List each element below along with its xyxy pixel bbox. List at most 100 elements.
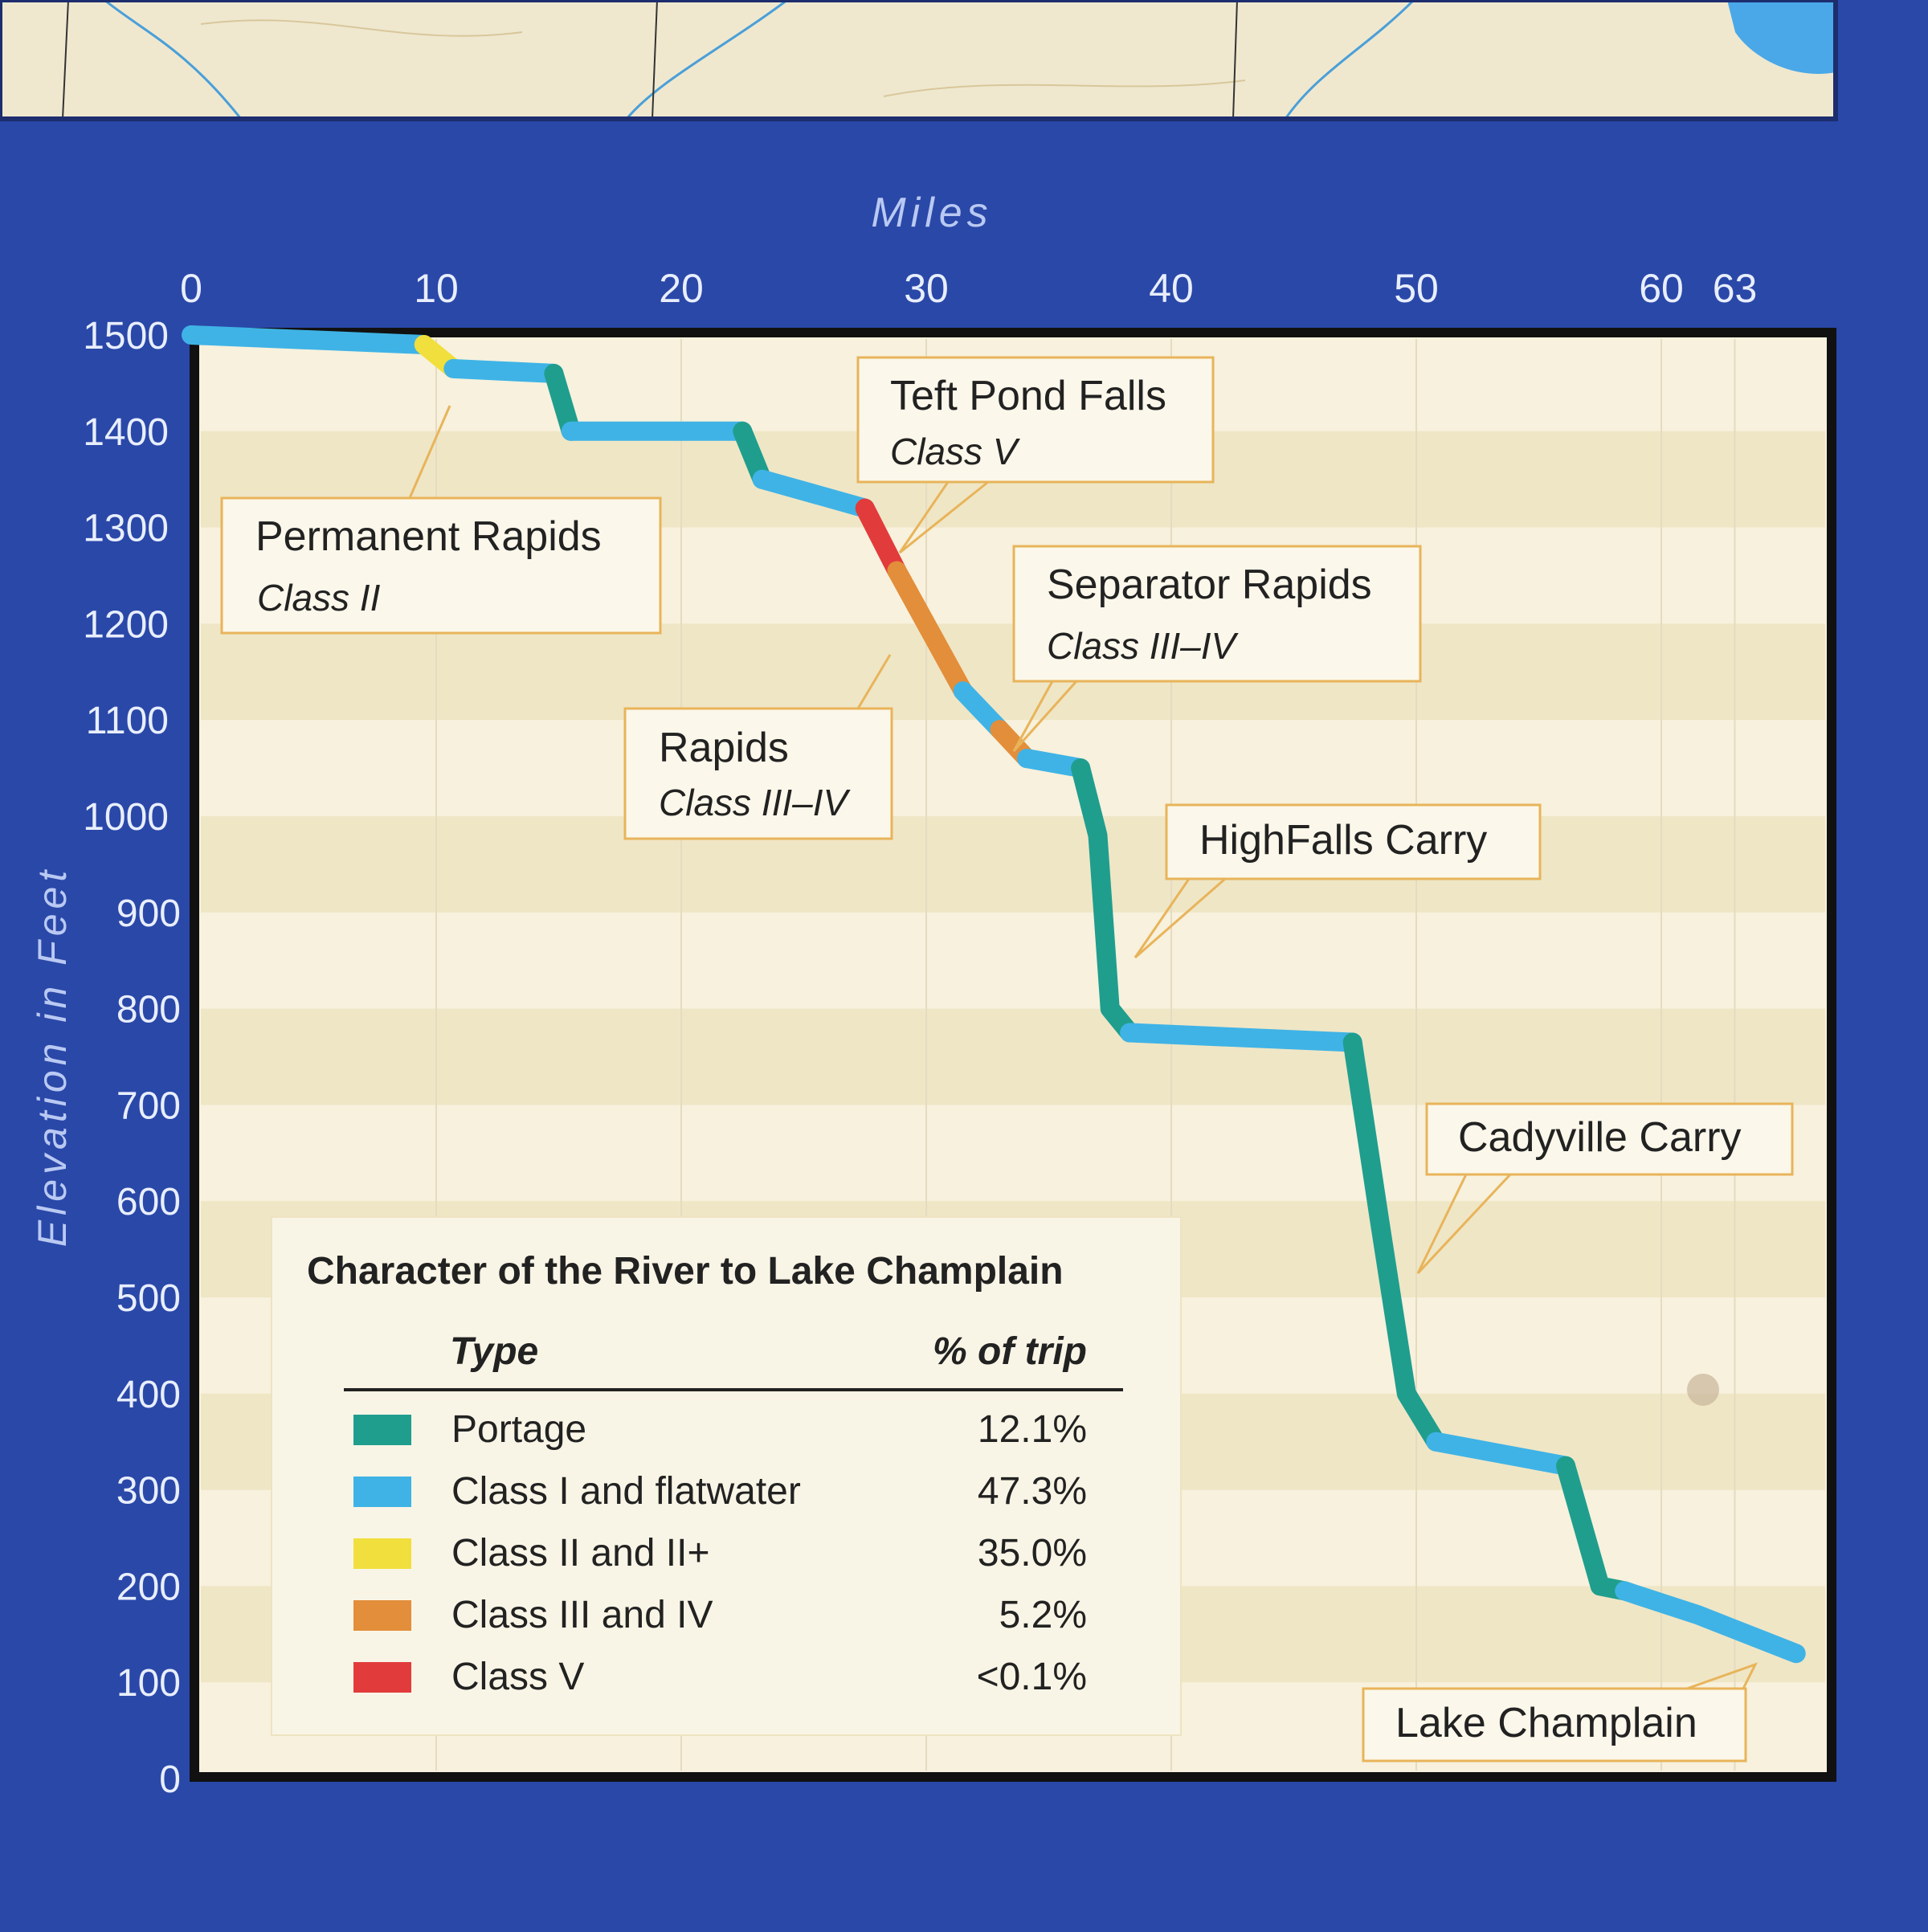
callout-permanent-rapids: Permanent Rapids Class II [220,405,662,635]
map-strip [0,0,1838,121]
y-tick-label: 500 [116,1277,181,1320]
map-background [0,0,1836,119]
y-tick-label: 1000 [83,796,169,839]
map-grid-line [652,0,658,120]
callout-pointer [1134,877,1226,959]
y-tick-label: 400 [116,1374,181,1416]
legend-box [271,1216,1182,1736]
y-tick-label: 600 [116,1181,181,1223]
legend: Character of the River to Lake Champlain… [271,1216,1182,1736]
legend-col-type: Type [450,1330,538,1373]
legend-label: Class I and flatwater [451,1470,801,1513]
legend-percent: <0.1% [977,1656,1087,1698]
callout-subtitle: Class II [257,577,381,619]
map-contour-line [200,19,523,37]
x-tick-label: 0 [180,266,202,311]
legend-swatch [353,1600,411,1631]
y-axis-title: Elevation in Feet [30,866,75,1247]
legend-percent: 35.0% [978,1532,1087,1575]
y-tick-label: 100 [116,1662,181,1705]
callout-teft-pond-falls: Teft Pond Falls Class V [856,356,1215,554]
legend-swatch [353,1538,411,1569]
plot-band [201,816,1825,913]
map-river-line [1284,0,1415,120]
callout-box [1425,1102,1794,1176]
x-tick-label: 63 [1713,266,1758,311]
callout-title: Lake Champlain [1395,1700,1697,1746]
y-tick-label: 1200 [83,603,169,646]
y-tick-label: 700 [116,1084,181,1127]
legend-label: Class V [451,1656,584,1698]
river-segment-class-iii-iv [887,561,973,701]
y-tick-label: 300 [116,1470,181,1513]
legend-label: Class II and II+ [451,1532,710,1575]
callout-box [623,707,893,840]
river-segment-class-i-flatwater [1120,1023,1362,1052]
y-tick-label: 1400 [83,411,169,454]
callout-separator-rapids: Separator Rapids Class III–IV [1012,545,1422,753]
callout-subtitle: Class III–IV [659,782,852,823]
y-tick-label: 1500 [83,315,169,357]
legend-percent: 5.2% [999,1594,1087,1636]
y-tick-label: 200 [116,1566,181,1608]
x-tick-label: 10 [414,266,459,311]
map-grid-line [1232,0,1238,120]
legend-title: Character of the River to Lake Champlain [307,1250,1064,1293]
legend-swatch [353,1477,411,1507]
x-tick-label: 40 [1149,266,1194,311]
callout-pointer [898,480,989,554]
y-tick-label: 1300 [83,508,169,550]
y-tick-label: 0 [159,1758,181,1801]
callout-lake-champlain: Lake Champlain [1362,1662,1758,1762]
legend-label: Class III and IV [451,1594,713,1636]
river-segment-portage [1342,1032,1446,1452]
callout-subtitle: Class V [890,431,1021,472]
callout-title: HighFalls Carry [1199,817,1487,864]
river-profile-line [182,325,1806,1664]
surface-stain [1687,1374,1719,1406]
callout-pointer [1686,1662,1758,1690]
river-segment-class-v [855,498,907,581]
callout-pointer [1416,1173,1512,1275]
river-segment-class-i-flatwater [182,325,434,354]
callout-subtitle: Class III–IV [1047,625,1240,667]
y-tick-label: 800 [116,989,181,1031]
callout-title: Separator Rapids [1047,562,1372,608]
callout-box [856,356,1215,484]
map-contour-line [883,80,1246,97]
callout-box [1362,1687,1747,1762]
y-tick-label: 900 [116,892,181,935]
x-tick-label: 20 [659,266,704,311]
x-axis-title: Miles [871,190,992,236]
map-lake-shape [1727,0,1836,74]
callout-pointer [1012,680,1078,753]
callout-title: Teft Pond Falls [890,373,1166,419]
callout-rapids: Rapids Class III–IV [623,654,893,840]
plot-band [201,1008,1825,1105]
legend-label: Portage [451,1408,586,1451]
river-segment-portage [1071,758,1140,1043]
legend-rows: Portage 12.1% Class I and flatwater 47.3% Cl… [353,1408,1087,1698]
y-axis-ticks: 0 100 200 300 400 500 600 700 800 900 1000 1100 1200… [83,315,181,1801]
callout-highfalls-carry: HighFalls Carry [1134,803,1542,959]
callout-box [220,496,662,635]
callout-title: Permanent Rapids [255,513,602,560]
callout-title: Rapids [659,725,789,771]
x-tick-label: 50 [1394,266,1439,311]
callout-box [1012,545,1422,683]
river-segment-class-i-flatwater [443,358,564,383]
legend-percent: 47.3% [978,1470,1087,1513]
x-tick-label: 30 [904,266,949,311]
x-axis-ticks: 0 10 20 30 40 50 60 63 [180,266,1757,311]
y-tick-label: 1100 [86,700,169,742]
river-segment-portage [544,363,581,441]
callout-box [1165,803,1542,880]
legend-swatch [353,1415,411,1445]
legend-swatch [353,1662,411,1693]
callout-title: Cadyville Carry [1458,1114,1742,1161]
river-segment-class-i-flatwater [752,469,875,518]
map-grid-line [62,0,69,120]
legend-col-pct: % of trip [933,1330,1087,1373]
